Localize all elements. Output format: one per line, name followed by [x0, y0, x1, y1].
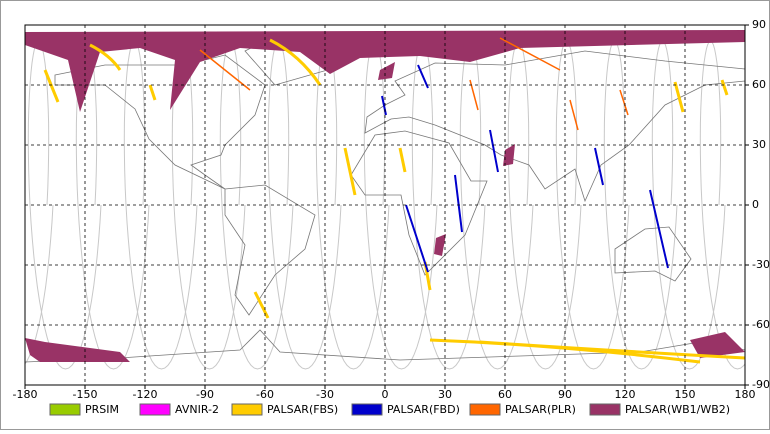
legend-label: PRSIM — [85, 403, 119, 416]
x-tick-label: 150 — [675, 388, 696, 401]
orbit-track — [267, 40, 342, 370]
x-tick-label: 0 — [382, 388, 389, 401]
legend: PRSIM AVNIR-2 PALSAR(FBS) PALSAR(FBD) PALSAR… — [49, 403, 730, 416]
orbit-track — [363, 40, 438, 370]
plot-border — [24, 24, 746, 386]
x-tick-label: 180 — [735, 388, 756, 401]
x-tick-label: -60 — [256, 388, 274, 401]
legend-label: PALSAR(PLR) — [505, 403, 576, 416]
plr-swath — [199, 37, 629, 131]
x-tick-label: 120 — [615, 388, 636, 401]
legend-swatch — [139, 403, 171, 416]
legend-swatch — [351, 403, 383, 416]
y-tick-label: 0 — [752, 198, 759, 211]
legend-swatch — [469, 403, 501, 416]
fbs-swath — [43, 38, 745, 364]
orbit-track — [603, 40, 678, 370]
africa — [350, 130, 488, 276]
legend-label: AVNIR-2 — [175, 403, 219, 416]
y-tick-label: -30 — [752, 258, 770, 271]
x-tick-label: 90 — [558, 388, 572, 401]
legend-swatch — [589, 403, 621, 416]
y-tick-label: -60 — [752, 318, 770, 331]
eurasia — [364, 50, 745, 203]
orbit-track — [219, 40, 294, 370]
legend-label: PALSAR(WB1/WB2) — [625, 403, 730, 416]
x-tick-label: 60 — [498, 388, 512, 401]
x-tick-label: 30 — [438, 388, 452, 401]
antarctica — [25, 329, 745, 363]
legend-label: PALSAR(FBS) — [267, 403, 338, 416]
wide-swath — [25, 332, 745, 362]
x-tick-label: -180 — [13, 388, 38, 401]
y-tick-label: 30 — [752, 138, 766, 151]
orbit-track — [459, 40, 534, 370]
legend-swatch — [231, 403, 263, 416]
y-tick-label: 60 — [752, 78, 766, 91]
y-tick-label: -90 — [752, 378, 770, 391]
legend-label: PALSAR(FBD) — [387, 403, 460, 416]
fbd-swath — [381, 64, 669, 273]
north-america — [54, 54, 266, 190]
y-tick-label: 90 — [752, 18, 766, 31]
orbit-track — [123, 40, 198, 370]
orbit-track — [555, 40, 630, 370]
x-tick-label: -120 — [133, 388, 158, 401]
x-tick-label: -90 — [196, 388, 214, 401]
orbit-track — [411, 40, 486, 370]
x-tick-label: -30 — [316, 388, 334, 401]
south-america — [224, 184, 316, 316]
orbit-track — [699, 40, 745, 370]
legend-swatch — [49, 403, 81, 416]
australia — [614, 226, 692, 282]
x-tick-label: -150 — [73, 388, 98, 401]
